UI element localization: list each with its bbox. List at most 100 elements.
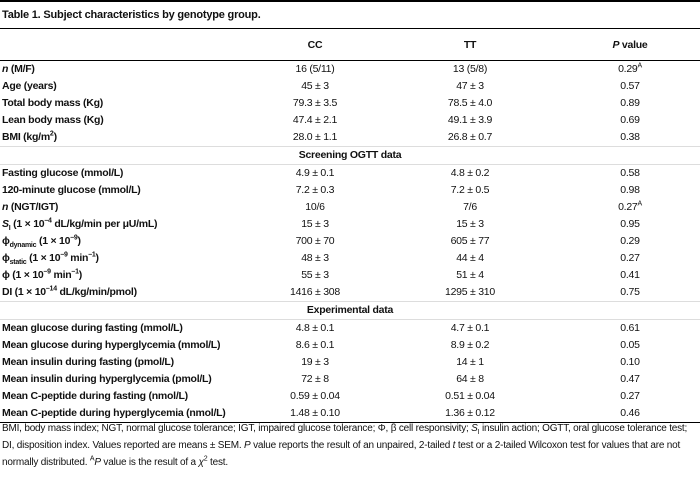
- text-run: (NGT/IGT): [8, 201, 59, 213]
- text-run: ): [77, 235, 81, 247]
- cell-value: 0.75: [620, 286, 640, 298]
- row-label: SI (1 × 10–4 dL/kg/min per μU/mL): [0, 216, 250, 233]
- data-table: CC TT P value n (M/F) 16 (5/11) 13 (5/8) 0.29…: [0, 30, 700, 423]
- cell-value: 64 ± 8: [456, 373, 484, 385]
- text-run: (1 × 10: [26, 252, 61, 264]
- cell-value: 4.8 ± 0.2: [450, 167, 490, 179]
- cell-value: 28.0 ± 1.1: [292, 131, 338, 143]
- table-title: Table 1. Subject characteristics by geno…: [0, 0, 700, 29]
- text-run: value is the result of a: [100, 457, 199, 468]
- cell-value: 44 ± 4: [456, 252, 484, 264]
- cell-value: 7.2 ± 0.3: [295, 184, 335, 196]
- data-row: Mean insulin during hyperglycemia (pmol/…: [0, 371, 700, 388]
- row-label: Mean C-peptide during hyperglycemia (nmo…: [2, 407, 226, 419]
- supscript: A: [89, 455, 95, 463]
- text-run: test or a 2-tailed Wilcoxon test for val…: [2, 440, 681, 468]
- row-label: BMI (kg/m2): [0, 129, 250, 147]
- subscript: I: [477, 429, 480, 436]
- italic-text: t: [452, 440, 456, 451]
- text-run: 0.29: [618, 63, 638, 75]
- cell-value: 10/6: [305, 201, 325, 213]
- text-run: ): [78, 269, 83, 281]
- data-row: 120-minute glucose (mmol/L) 7.2 ± 0.3 7.2 …: [0, 182, 700, 199]
- supscript: A: [637, 62, 643, 70]
- cell-value: 4.9 ± 0.1: [295, 167, 335, 179]
- data-row: BMI (kg/m2) 28.0 ± 1.1 26.8 ± 0.7 0.38: [0, 129, 700, 147]
- cell-value: 0.47: [620, 373, 640, 385]
- cell-value: 15 ± 3: [456, 218, 484, 230]
- cell-value: 605 ± 77: [450, 235, 490, 247]
- header-row: CC TT P value: [0, 30, 700, 61]
- supscript: –9: [60, 251, 68, 259]
- cell-value: 1295 ± 310: [445, 286, 495, 298]
- column-header: CC: [250, 30, 380, 61]
- text-run: 0.27: [618, 201, 638, 213]
- cell-value: 0.59 ± 0.04: [290, 390, 340, 402]
- italic-text: χ: [198, 457, 204, 468]
- text-run: BMI (kg/m: [2, 131, 50, 143]
- subscript: I: [8, 225, 11, 233]
- data-row: n (NGT/IGT) 10/6 7/6 0.27A: [0, 199, 700, 216]
- text-run: ϕ: [2, 235, 10, 247]
- supscript: A: [637, 200, 643, 208]
- text-run: test.: [207, 457, 228, 468]
- header-cell: [0, 30, 250, 61]
- cell-value: 14 ± 1: [456, 356, 484, 368]
- cell-value: 0.27: [620, 390, 640, 402]
- supscript: –1: [71, 268, 79, 276]
- cell-value: 19 ± 3: [301, 356, 329, 368]
- text-run: dL/kg/min/pmol): [56, 286, 138, 298]
- data-row: Mean insulin during fasting (pmol/L) 19 ±…: [0, 354, 700, 371]
- text-run: dL/kg/min per μU/mL): [51, 218, 158, 230]
- cell-value: 8.9 ± 0.2: [450, 339, 490, 351]
- cell-value: 8.6 ± 0.1: [295, 339, 335, 351]
- section-title: Screening OGTT data: [0, 146, 700, 165]
- italic-text: S: [2, 218, 9, 230]
- subscript: static: [9, 259, 27, 267]
- row-label: Mean glucose during fasting (mmol/L): [2, 322, 183, 334]
- cell-value: 7/6: [463, 201, 477, 213]
- cell-value: 0.95: [620, 218, 640, 230]
- cell-value: 0.61: [620, 322, 640, 334]
- text-run: (1 × 10: [36, 235, 71, 247]
- cell-value: 1416 ± 308: [290, 286, 340, 298]
- data-row: Mean glucose during hyperglycemia (mmol/…: [0, 337, 700, 354]
- cell-value: 26.8 ± 0.7: [447, 131, 493, 143]
- row-label: n (M/F): [0, 61, 250, 79]
- supscript: 2: [203, 455, 208, 463]
- row-label: Mean glucose during hyperglycemia (mmol/…: [2, 339, 221, 351]
- row-label: Mean C-peptide during fasting (nmol/L): [2, 390, 188, 402]
- cell-value: 49.1 ± 3.9: [447, 114, 493, 126]
- cell-value: 7.2 ± 0.5: [450, 184, 490, 196]
- section-row: Screening OGTT data: [0, 146, 700, 165]
- footnote: BMI, body mass index; NGT, normal glucos…: [2, 420, 692, 471]
- cell-value: 13 (5/8): [452, 63, 488, 75]
- data-row: Age (years) 45 ± 3 47 ± 3 0.57: [0, 78, 700, 95]
- text-run: insulin action; OGTT, oral glucose toler…: [2, 423, 688, 451]
- italic-text: S: [471, 423, 478, 434]
- text-run: ϕ (1 × 10: [2, 269, 44, 281]
- supscript: –9: [43, 268, 52, 276]
- data-row: Total body mass (Kg) 79.3 ± 3.5 78.5 ± 4.0…: [0, 95, 700, 112]
- data-row: Mean C-peptide during hyperglycemia (nmo…: [0, 405, 700, 423]
- text-run: ): [95, 252, 100, 264]
- cell-value: 0.27A: [560, 199, 700, 216]
- text-run: ): [53, 131, 58, 143]
- text-run: (1 × 10: [10, 218, 45, 230]
- row-label: Total body mass (Kg): [2, 97, 103, 109]
- section-row: Experimental data: [0, 301, 700, 320]
- cell-value: 16 (5/11): [295, 63, 335, 75]
- row-label: Mean insulin during fasting (pmol/L): [2, 356, 174, 368]
- cell-value: 0.29: [620, 235, 640, 247]
- cell-value: 0.27: [620, 252, 640, 264]
- cell-value: 51 ± 4: [456, 269, 484, 281]
- table-body: n (M/F) 16 (5/11) 13 (5/8) 0.29A Age (years)…: [0, 61, 700, 423]
- text-run: value: [619, 39, 648, 51]
- subscript: dynamic: [9, 242, 37, 250]
- data-row: SI (1 × 10–4 dL/kg/min per μU/mL) 15 ± 3 1…: [0, 216, 700, 233]
- data-row: Lean body mass (Kg) 47.4 ± 2.1 49.1 ± 3.9 0…: [0, 112, 700, 129]
- supscript: –14: [45, 285, 57, 293]
- cell-value: 47.4 ± 2.1: [292, 114, 338, 126]
- row-label: n (NGT/IGT): [0, 199, 250, 216]
